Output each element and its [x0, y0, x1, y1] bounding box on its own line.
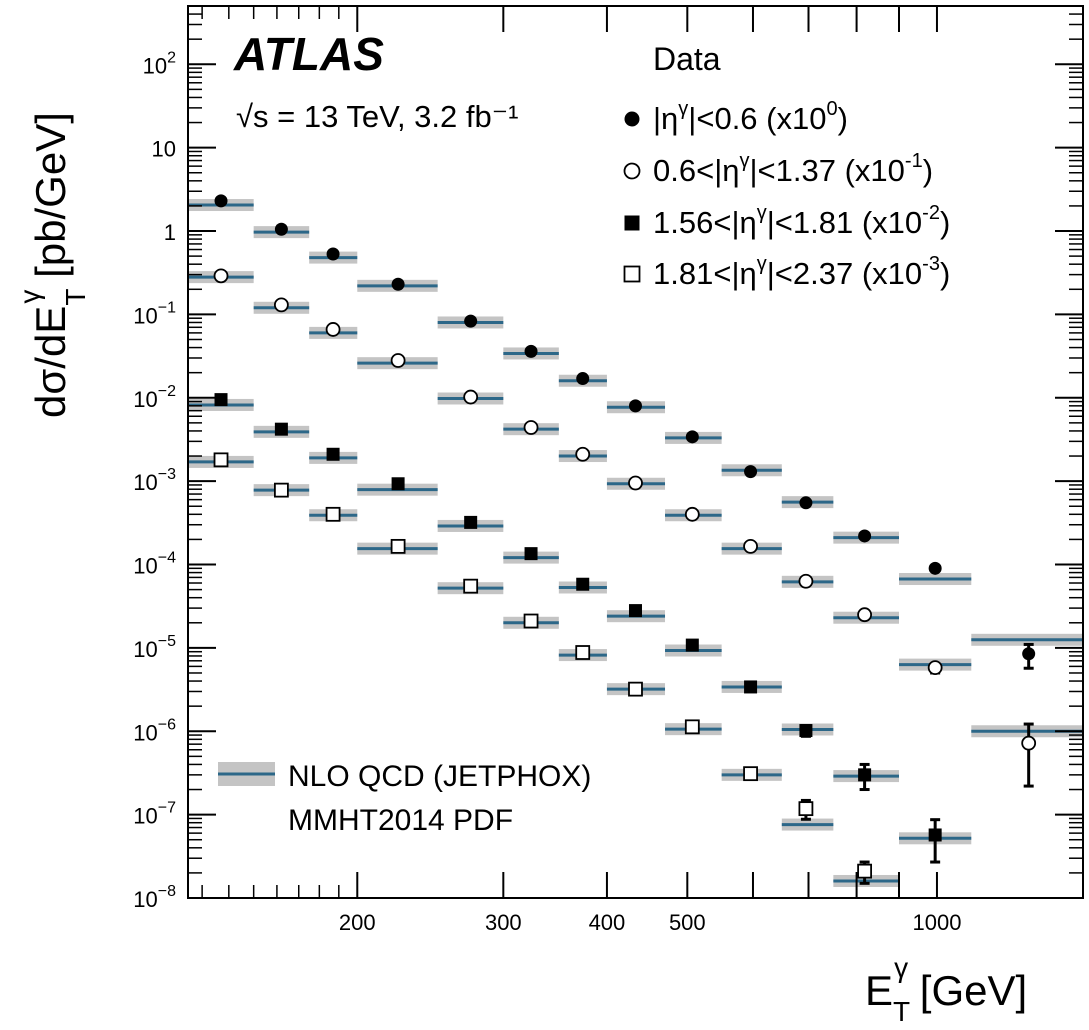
data-point	[575, 645, 591, 660]
data-point	[390, 538, 406, 554]
data-point	[326, 447, 340, 461]
data-point	[1022, 647, 1036, 661]
theory-legend: NLO QCD (JETPHOX) MMHT2014 PDF	[218, 760, 591, 837]
legend-entry: |ηγ|<0.6 (x100)	[653, 98, 848, 136]
data-point	[391, 477, 405, 491]
y-tick-label: 10	[152, 137, 176, 162]
data-point	[213, 452, 229, 468]
y-tick-label: 10−4	[133, 550, 176, 579]
plot-frame	[187, 5, 1084, 899]
legend-entry: 0.6<|ηγ|<1.37 (x10-1)	[653, 150, 933, 188]
theory-legend-name: NLO QCD (JETPHOX)	[288, 760, 591, 793]
data-point	[575, 446, 591, 462]
y-tick-label: 102	[143, 49, 176, 78]
data-point	[523, 420, 539, 435]
data-point	[628, 399, 642, 413]
legend: |ηγ|<0.6 (x100) 0.6<|ηγ|<1.37 (x10-1) 1.56…	[623, 98, 950, 291]
x-axis-title: ETγ [GeV]	[865, 952, 1027, 1027]
theory-legend-pdf: MMHT2014 PDF	[288, 804, 513, 837]
y-tick-label: 10−5	[133, 633, 176, 662]
data-point	[928, 561, 942, 575]
y-axis-title: dσ/dETγ [pb/GeV]	[14, 112, 91, 418]
data-point	[744, 465, 758, 479]
data-point	[524, 547, 538, 561]
data-point	[391, 277, 405, 291]
data-point	[214, 393, 228, 407]
data-point	[685, 430, 699, 444]
data-point	[685, 638, 699, 652]
axis-layer: 10−8 10−7 10−6 10−5 10−4 10−3 10−2 10−1 1 10 102 20…	[133, 5, 1083, 935]
data-point	[214, 194, 228, 208]
data-point	[857, 607, 873, 623]
y-tick-label: 10−7	[133, 800, 176, 829]
data-point	[390, 353, 406, 368]
data-point	[576, 577, 590, 591]
data-point	[523, 613, 539, 629]
data-point	[743, 766, 758, 782]
data-point	[463, 389, 479, 405]
data-point	[799, 724, 813, 738]
data-point	[684, 719, 700, 735]
legend-title: Data	[653, 41, 721, 77]
data-point	[628, 475, 643, 491]
data-point	[799, 496, 813, 510]
data-point	[524, 344, 538, 358]
data-point	[624, 111, 640, 127]
y-tick-label: 10−6	[133, 716, 176, 745]
x-tick-label: 300	[485, 910, 522, 935]
data-point	[743, 538, 758, 554]
data-point	[325, 322, 341, 337]
data-point	[326, 247, 340, 261]
data-point	[798, 801, 814, 817]
data-point	[576, 372, 590, 386]
data-point	[1021, 735, 1037, 751]
experiment-label: ATLAS	[233, 28, 384, 80]
y-tick-label: 10−8	[133, 883, 176, 912]
data-point	[325, 506, 341, 522]
energy-lumi-label: √s = 13 TeV, 3.2 fb⁻¹	[236, 99, 518, 134]
data-point	[464, 314, 478, 328]
x-tick-label: 1000	[912, 910, 961, 935]
data-point	[274, 222, 288, 236]
y-tick-label: 1	[164, 220, 176, 245]
data-point	[274, 422, 288, 436]
data-point	[927, 660, 943, 676]
data-point	[857, 863, 873, 879]
legend-entry: 1.56<|ηγ|<1.81 (x10-2)	[653, 202, 950, 240]
data-point	[464, 515, 478, 529]
y-tick-label: 10−3	[133, 466, 176, 495]
data-point	[928, 828, 942, 842]
y-tick-label: 10−1	[133, 299, 176, 328]
data-point	[624, 215, 640, 231]
data-points-layer	[213, 194, 1037, 885]
data-point	[213, 268, 229, 284]
data-point	[273, 482, 289, 498]
x-tick-label: 200	[339, 910, 376, 935]
data-point	[273, 297, 289, 313]
data-point	[623, 265, 641, 283]
data-point	[744, 680, 758, 694]
x-tick-label: 500	[669, 910, 706, 935]
y-tick-label: 10−2	[133, 383, 176, 412]
data-point	[858, 768, 872, 782]
data-point	[628, 681, 643, 697]
legend-entry: 1.81<|ηγ|<2.37 (x10-3)	[653, 253, 950, 291]
data-point	[628, 604, 642, 618]
data-point	[463, 578, 479, 594]
data-point	[684, 506, 700, 522]
x-tick-label: 400	[589, 910, 626, 935]
data-point	[858, 529, 872, 543]
data-point	[623, 162, 641, 180]
data-point	[798, 573, 814, 589]
